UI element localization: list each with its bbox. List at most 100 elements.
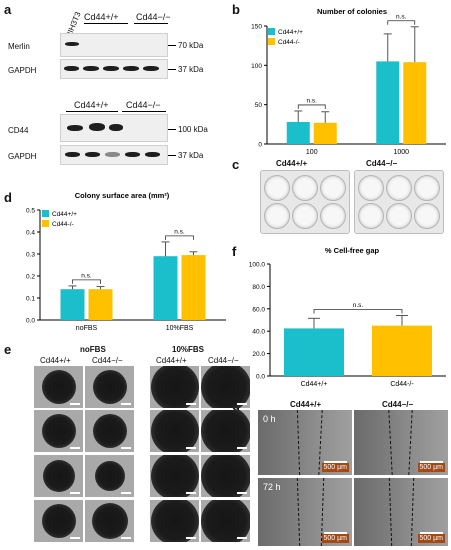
bar [284, 328, 344, 376]
spheroid-image [201, 410, 250, 452]
plate-cd44-ko [354, 170, 444, 234]
panel-label-a: a [4, 2, 12, 17]
spheroid [41, 370, 76, 404]
legend-label: Cd44+/+ [52, 211, 77, 218]
spheroid [201, 500, 250, 542]
plate-well [292, 175, 318, 201]
spheroid-image [150, 366, 199, 408]
lane-label-cd44-ko: Cd44−/− [126, 100, 161, 110]
chart-colony-surface-area: Colony surface area (mm²) 0.0 0.1 0.2 0.3 0.4… [26, 191, 226, 332]
x-tick-label: Cd44-/- [390, 381, 414, 388]
scale-bar [237, 403, 247, 405]
spheroid-image [85, 455, 134, 497]
time-label-0h: 0 h [263, 414, 276, 424]
wound-image-wt-72h: 72 h 500 µm [258, 478, 352, 546]
panel-label-e: e [4, 342, 12, 357]
spheroid-image [34, 500, 83, 542]
spheroid-image [150, 410, 199, 452]
y-tick-label: 40.0 [252, 329, 265, 336]
plate-well [264, 203, 290, 229]
scale-bar [186, 447, 196, 449]
y-tick-label: 0.4 [26, 230, 35, 237]
wound-edge [410, 478, 415, 546]
genotype-label: Cd44−/− [208, 356, 239, 365]
spheroid [41, 504, 76, 538]
spheroid [41, 414, 76, 448]
plate-well [414, 203, 440, 229]
wound-edge [388, 410, 393, 475]
significance-label: n.s. [81, 272, 92, 279]
y-tick-label: 60.0 [252, 306, 265, 313]
wound-label-cd44-wt: Cd44+/+ [290, 400, 322, 409]
scale-bar [237, 447, 247, 449]
marker-tick [168, 45, 176, 46]
significance-bracket [72, 279, 101, 284]
time-label-72h: 72 h [263, 482, 281, 492]
legend-swatch [42, 210, 49, 217]
scale-bar [70, 537, 80, 539]
blot-band [143, 66, 159, 71]
blot-strip-gapdh [60, 59, 168, 79]
plate-well [292, 203, 318, 229]
spheroid-image [150, 455, 199, 497]
y-tick-label: 0.2 [26, 274, 35, 281]
spheroid-image [85, 410, 134, 452]
scale-bar [121, 447, 131, 449]
marker-37kda: 37 kDa [178, 65, 204, 74]
y-tick-label: 0.0 [256, 374, 265, 381]
bar [372, 325, 432, 376]
panel-label-c: c [232, 157, 240, 172]
marker-70kda: 70 kDa [178, 41, 204, 50]
lane-label-cd44-ko: Cd44−/− [136, 12, 171, 22]
wound-image-ko-72h: 500 µm [354, 478, 448, 546]
x-tick-label: Cd44+/+ [301, 381, 328, 388]
y-tick-label: 50 [255, 102, 263, 109]
spheroid [150, 366, 199, 408]
spheroid [201, 455, 250, 497]
legend-label: Cd44-/- [278, 39, 300, 46]
row-label-gapdh: GAPDH [8, 66, 37, 75]
plate-cd44-wt [260, 170, 350, 234]
bar [376, 61, 400, 144]
spheroid [92, 414, 127, 448]
blot-strip-gapdh-2 [60, 145, 168, 165]
marker-tick [168, 155, 176, 156]
scale-bar [237, 537, 247, 539]
significance-label: n.s. [353, 302, 364, 309]
chart-title: Colony surface area (mm²) [75, 191, 170, 200]
significance-label: n.s. [307, 97, 318, 104]
legend-swatch [42, 220, 49, 227]
chart-title: Number of colonies [317, 7, 387, 16]
legend-swatch [268, 38, 275, 45]
spheroid-image [201, 500, 250, 542]
spheroid [92, 370, 127, 404]
blot-band [64, 66, 79, 71]
significance-bracket [165, 235, 194, 240]
y-tick-label: 0.3 [26, 252, 35, 259]
blot-band [145, 152, 160, 157]
x-tick-label: 100 [306, 149, 318, 156]
blot-band [65, 152, 80, 157]
blot-band [125, 152, 140, 157]
row-label-cd44: CD44 [8, 126, 29, 135]
lane-underline [134, 23, 168, 24]
blot-band [89, 123, 105, 131]
spheroid [201, 410, 250, 452]
wound-edge [388, 478, 393, 546]
significance-bracket [387, 20, 416, 25]
significance-label: n.s. [174, 228, 185, 235]
scale-bar [70, 492, 80, 494]
spheroid [150, 500, 199, 542]
blot-band [105, 152, 120, 157]
wound-image-ko-0h: 500 µm [354, 410, 448, 475]
spheroid-image [201, 366, 250, 408]
blot-band [123, 66, 139, 71]
spheroid [91, 503, 128, 539]
condition-label-10fbs: 10%FBS [172, 345, 205, 354]
plate-well [264, 175, 290, 201]
marker-tick [168, 129, 176, 130]
row-label-merlin: Merlin [8, 42, 30, 51]
spheroid [150, 455, 199, 497]
row-label-gapdh: GAPDH [8, 152, 37, 161]
blot-band [65, 42, 79, 46]
